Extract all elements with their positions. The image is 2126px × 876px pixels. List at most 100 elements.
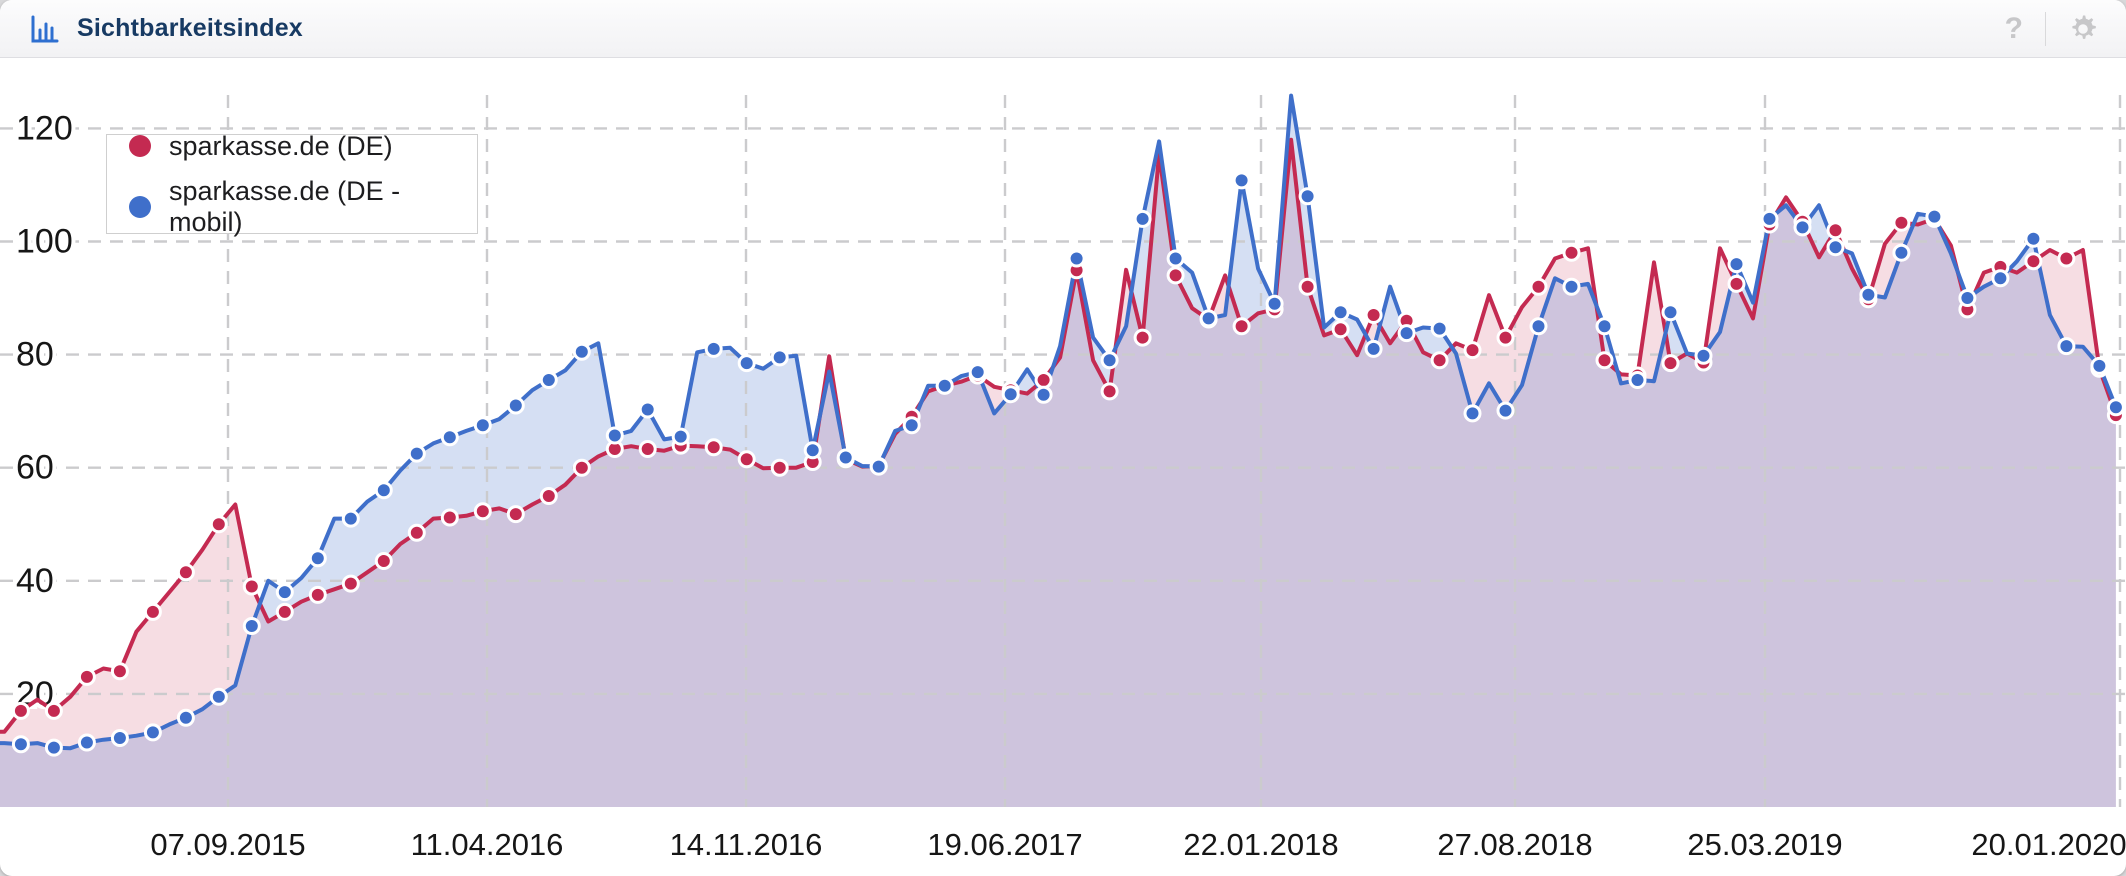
data-point-marker[interactable]	[374, 481, 393, 500]
data-point-marker[interactable]	[770, 348, 789, 367]
data-point-marker[interactable]	[1826, 238, 1845, 257]
data-point-marker[interactable]	[1364, 339, 1383, 358]
data-point-marker[interactable]	[671, 427, 690, 446]
data-point-marker[interactable]	[704, 438, 723, 457]
data-point-marker[interactable]	[1925, 207, 1944, 226]
data-point-marker[interactable]	[1232, 317, 1251, 336]
data-point-marker[interactable]	[1496, 401, 1515, 420]
data-point-marker[interactable]	[176, 563, 195, 582]
data-point-marker[interactable]	[1001, 385, 1020, 404]
data-point-marker[interactable]	[1529, 277, 1548, 296]
data-point-marker[interactable]	[242, 617, 261, 635]
data-point-marker[interactable]	[2057, 249, 2076, 268]
data-point-marker[interactable]	[1595, 351, 1614, 370]
data-point-marker[interactable]	[1232, 171, 1251, 190]
data-point-marker[interactable]	[1562, 243, 1581, 262]
data-point-marker[interactable]	[968, 363, 987, 382]
data-point-marker[interactable]	[440, 428, 459, 447]
data-point-marker[interactable]	[209, 687, 228, 706]
data-point-marker[interactable]	[638, 400, 657, 419]
data-point-marker[interactable]	[1892, 243, 1911, 262]
data-point-marker[interactable]	[506, 396, 525, 415]
help-icon[interactable]: ?	[2004, 11, 2023, 45]
data-point-marker[interactable]	[1100, 351, 1119, 370]
data-point-marker[interactable]	[1991, 269, 2010, 288]
data-point-marker[interactable]	[77, 667, 96, 686]
data-point-marker[interactable]	[440, 508, 459, 527]
legend-item-sparkasse-de-mobil[interactable]: sparkasse.de (DE - mobil)	[129, 176, 477, 238]
data-point-marker[interactable]	[1430, 351, 1449, 370]
data-point-marker[interactable]	[11, 735, 30, 754]
data-point-marker[interactable]	[1727, 274, 1746, 293]
data-point-marker[interactable]	[1397, 324, 1416, 343]
data-point-marker[interactable]	[1661, 303, 1680, 322]
data-point-marker[interactable]	[1298, 277, 1317, 296]
data-point-marker[interactable]	[1859, 285, 1878, 304]
data-point-marker[interactable]	[1199, 309, 1218, 328]
data-point-marker[interactable]	[1067, 249, 1086, 268]
data-point-marker[interactable]	[1133, 328, 1152, 347]
data-point-marker[interactable]	[1430, 319, 1449, 338]
data-point-marker[interactable]	[704, 339, 723, 358]
data-point-marker[interactable]	[1562, 277, 1581, 296]
data-point-marker[interactable]	[836, 448, 855, 467]
data-point-marker[interactable]	[803, 441, 822, 460]
data-point-marker[interactable]	[1034, 385, 1053, 404]
data-point-marker[interactable]	[209, 515, 228, 534]
data-point-marker[interactable]	[737, 354, 756, 373]
data-point-marker[interactable]	[44, 738, 63, 757]
data-point-marker[interactable]	[1331, 320, 1350, 339]
data-point-marker[interactable]	[1529, 317, 1548, 336]
data-point-marker[interactable]	[935, 376, 954, 395]
data-point-marker[interactable]	[1958, 289, 1977, 307]
data-point-marker[interactable]	[1265, 294, 1284, 313]
data-point-marker[interactable]	[2057, 337, 2076, 356]
data-point-marker[interactable]	[2106, 398, 2125, 417]
data-point-marker[interactable]	[341, 509, 360, 528]
data-point-marker[interactable]	[1133, 209, 1152, 228]
data-point-marker[interactable]	[506, 505, 525, 524]
data-point-marker[interactable]	[605, 426, 624, 445]
data-point-marker[interactable]	[539, 371, 558, 389]
data-point-marker[interactable]	[1331, 303, 1350, 322]
data-point-marker[interactable]	[1793, 218, 1812, 237]
data-point-marker[interactable]	[1364, 306, 1383, 324]
data-point-marker[interactable]	[473, 502, 492, 521]
data-point-marker[interactable]	[473, 416, 492, 435]
data-point-marker[interactable]	[275, 602, 294, 621]
data-point-marker[interactable]	[539, 487, 558, 505]
data-point-marker[interactable]	[869, 457, 888, 476]
data-point-marker[interactable]	[308, 549, 327, 568]
legend-item-sparkasse-de[interactable]: sparkasse.de (DE)	[129, 131, 477, 162]
data-point-marker[interactable]	[110, 662, 129, 681]
data-point-marker[interactable]	[1694, 346, 1713, 365]
data-point-marker[interactable]	[572, 342, 591, 361]
data-point-marker[interactable]	[770, 458, 789, 477]
data-point-marker[interactable]	[407, 523, 426, 542]
data-point-marker[interactable]	[143, 723, 162, 742]
data-point-marker[interactable]	[2024, 229, 2043, 248]
data-point-marker[interactable]	[1727, 255, 1746, 274]
data-point-marker[interactable]	[44, 701, 63, 720]
data-point-marker[interactable]	[77, 733, 96, 752]
data-point-marker[interactable]	[737, 450, 756, 469]
data-point-marker[interactable]	[1166, 266, 1185, 285]
data-point-marker[interactable]	[638, 440, 657, 458]
data-point-marker[interactable]	[1595, 317, 1614, 336]
data-point-marker[interactable]	[1100, 382, 1119, 401]
data-point-marker[interactable]	[2090, 356, 2109, 375]
data-point-marker[interactable]	[374, 552, 393, 570]
data-point-marker[interactable]	[242, 577, 261, 596]
data-point-marker[interactable]	[572, 458, 591, 477]
data-point-marker[interactable]	[308, 585, 327, 604]
data-point-marker[interactable]	[143, 602, 162, 621]
data-point-marker[interactable]	[1463, 341, 1482, 360]
data-point-marker[interactable]	[11, 701, 30, 720]
data-point-marker[interactable]	[1463, 404, 1482, 423]
data-point-marker[interactable]	[341, 574, 360, 593]
data-point-marker[interactable]	[1034, 371, 1053, 389]
data-point-marker[interactable]	[1298, 187, 1317, 206]
data-point-marker[interactable]	[110, 729, 129, 747]
data-point-marker[interactable]	[1826, 221, 1845, 240]
